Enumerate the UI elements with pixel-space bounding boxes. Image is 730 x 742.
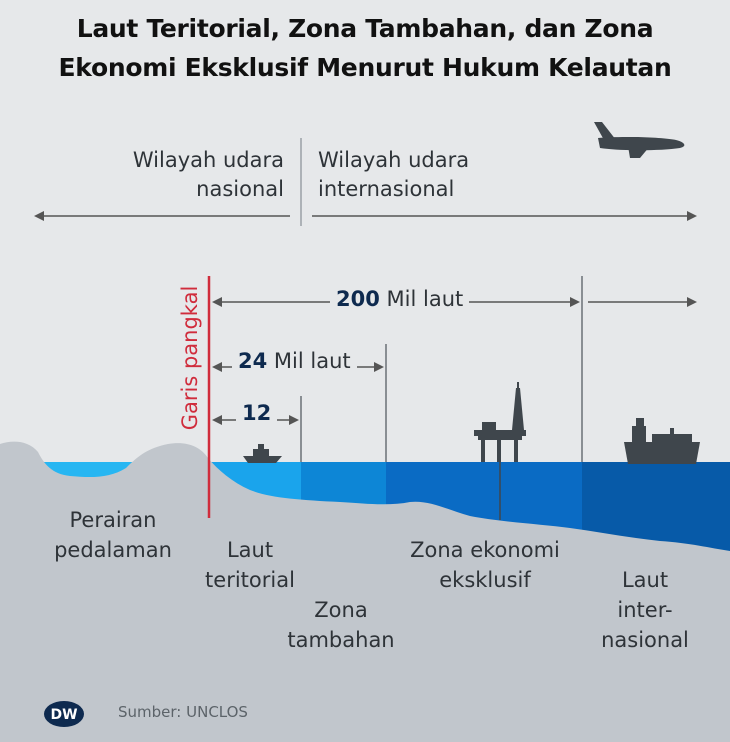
- distance-200-label: 200 Mil laut: [330, 286, 470, 312]
- distance-24-unit: Mil laut: [273, 349, 351, 373]
- oil-rig-icon: [474, 382, 526, 520]
- arrow-high-seas-head: [687, 297, 697, 307]
- zone-high-seas-label: Laut inter- nasional: [590, 565, 700, 655]
- national-airspace-arrowhead: [34, 211, 44, 221]
- zone-eez-label: Zona ekonomi eksklusif: [390, 535, 580, 595]
- zone-contiguous-line2: tambahan: [287, 628, 395, 652]
- zone-inland-label: Perairan pedalaman: [38, 505, 188, 565]
- distance-200-number: 200: [336, 287, 380, 311]
- zone-high-seas-line2: inter-: [617, 598, 673, 622]
- arrow-200-head-right: [570, 297, 580, 307]
- seabed-land: [0, 441, 730, 742]
- arrow-200-head-left: [212, 297, 222, 307]
- international-airspace-arrowhead: [687, 211, 697, 221]
- distance-24-number: 24: [238, 349, 268, 373]
- cargo-ship-icon: [624, 418, 700, 464]
- title-line-2: Ekonomi Eksklusif Menurut Hukum Kelautan: [58, 53, 672, 82]
- zone-territorial-line2: teritorial: [205, 568, 295, 592]
- distance-200-unit: Mil laut: [386, 287, 464, 311]
- zone-high-seas-line3: nasional: [601, 628, 689, 652]
- arrow-24-head-right: [374, 362, 384, 372]
- baseline-label: Garis pangkal: [178, 285, 202, 431]
- boat-icon: [243, 444, 282, 463]
- arrow-24-head-left: [212, 362, 222, 372]
- zone-territorial-line1: Laut: [226, 538, 274, 562]
- arrow-12-head-left: [212, 415, 222, 425]
- distance-24-label: 24 Mil laut: [232, 348, 357, 374]
- source-label: Sumber: UNCLOS: [118, 703, 248, 721]
- zone-high-seas-line1: Laut: [621, 568, 669, 592]
- international-airspace-label-2: internasional: [318, 177, 455, 201]
- zone-territorial-label: Laut teritorial: [190, 535, 310, 595]
- national-airspace-label-1: Wilayah udara: [132, 148, 284, 172]
- zone-eez-line2: eksklusif: [439, 568, 531, 592]
- distance-12-number: 12: [242, 401, 272, 425]
- national-airspace-label-2: nasional: [196, 177, 284, 201]
- zone-inland-line1: Perairan: [69, 508, 157, 532]
- zone-eez-line1: Zona ekonomi: [410, 538, 560, 562]
- zone-contiguous-line1: Zona: [314, 598, 368, 622]
- zone-inland-line2: pedalaman: [54, 538, 172, 562]
- title-line-1: Laut Teritorial, Zona Tambahan, dan Zona: [76, 14, 654, 43]
- international-airspace-label-1: Wilayah udara: [318, 148, 470, 172]
- distance-12-label: 12: [236, 400, 278, 426]
- airplane-icon: [594, 122, 685, 158]
- arrow-12-head-right: [289, 415, 299, 425]
- dw-logo-text: DW: [50, 707, 77, 723]
- zone-contiguous-label: Zona tambahan: [276, 595, 406, 655]
- dw-logo: DW: [44, 701, 84, 727]
